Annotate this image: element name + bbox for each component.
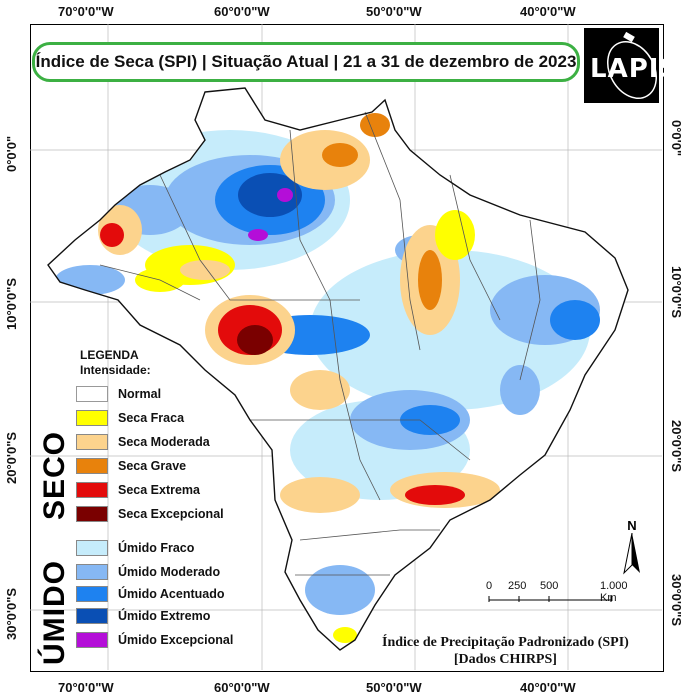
legend-label: Úmido Acentuado <box>118 587 225 601</box>
legend-label: Úmido Extremo <box>118 609 211 623</box>
lon-label-60w-bottom: 60°0'0"W <box>214 680 270 695</box>
lat-label-10s-right: 10°0'0"S <box>669 266 684 319</box>
lapis-logo: LAPIS <box>584 28 678 103</box>
legend-item-seca-excepcional: Seca Excepcional <box>76 506 224 522</box>
satellite-icon <box>607 31 657 99</box>
north-label: N <box>627 518 637 533</box>
legend-swatch <box>76 586 108 602</box>
scale-label-500: 500 <box>540 580 559 592</box>
legend-swatch <box>76 540 108 556</box>
lat-label-10s: 10°0'0"S <box>4 277 19 330</box>
legend-label: Seca Moderada <box>118 435 210 449</box>
legend-label-normal: Normal <box>118 387 162 401</box>
state-borders <box>99 111 541 576</box>
scale-bar: 0 250 500 1.000 Km <box>486 580 632 607</box>
legend-swatch <box>76 434 108 450</box>
lat-label-20s: 20°0'0"S <box>4 431 19 484</box>
lon-label-50w: 50°0'0"W <box>366 4 422 19</box>
legend-swatch <box>76 410 108 426</box>
legend-swatch <box>76 506 108 522</box>
legend-swatch <box>76 458 108 474</box>
scale-label-1000: 1.000 Km <box>600 580 628 604</box>
legend-label: Seca Grave <box>118 459 187 473</box>
brazil-outline <box>47 87 629 651</box>
lat-label-0-right: 0°0'0" <box>669 120 684 157</box>
north-arrow: N <box>622 518 642 580</box>
legend-label: Úmido Fraco <box>118 541 195 555</box>
lat-label-20s-right: 20°0'0"S <box>669 420 684 473</box>
credit-line-1: Índice de Precipitação Padronizado (SPI) <box>382 635 629 650</box>
map-title: Índice de Seca (SPI) | Situação Atual | … <box>32 42 580 82</box>
legend-title: LEGENDA Intensidade: <box>80 348 151 378</box>
legend-subtitle: Intensidade: <box>80 363 151 377</box>
credit-line-2: [Dados CHIRPS] <box>453 652 557 667</box>
legend-item-normal: Normal <box>76 386 161 402</box>
lon-label-60w: 60°0'0"W <box>214 4 270 19</box>
scale-bar-line <box>488 596 612 602</box>
legend-item-seca-fraca: Seca Fraca <box>76 410 184 426</box>
scale-label-250: 250 <box>508 580 527 592</box>
brazil-spi-map <box>30 24 662 670</box>
lon-label-50w-bottom: 50°0'0"W <box>366 680 422 695</box>
legend-label: Úmido Excepcional <box>118 633 234 647</box>
legend-label: Úmido Moderado <box>118 565 221 579</box>
data-credit: Índice de Precipitação Padronizado (SPI)… <box>382 634 629 668</box>
north-arrow-icon <box>623 532 640 575</box>
scale-label-0: 0 <box>486 580 493 592</box>
legend-swatch <box>76 482 108 498</box>
legend-swatch <box>76 632 108 648</box>
seco-label: SECO <box>38 430 71 520</box>
lon-label-70w: 70°0'0"W <box>58 4 114 19</box>
legend-label: Seca Extrema <box>118 483 201 497</box>
legend-item-umido-extremo: Úmido Extremo <box>76 608 210 624</box>
legend-swatch-normal <box>76 386 108 402</box>
legend-item-umido-moderado: Úmido Moderado <box>76 564 220 580</box>
legend-item-seca-moderada: Seca Moderada <box>76 434 210 450</box>
legend-item-seca-grave: Seca Grave <box>76 458 186 474</box>
lat-label-30s: 30°0'0"S <box>4 587 19 640</box>
lon-label-40w: 40°0'0"W <box>520 4 576 19</box>
lon-label-70w-bottom: 70°0'0"W <box>58 680 114 695</box>
legend-item-umido-acentuado: Úmido Acentuado <box>76 586 224 602</box>
legend-item-umido-fraco: Úmido Fraco <box>76 540 194 556</box>
lon-label-40w-bottom: 40°0'0"W <box>520 680 576 695</box>
umido-label: ÚMIDO <box>38 560 71 665</box>
legend-swatch <box>76 564 108 580</box>
legend-swatch <box>76 608 108 624</box>
legend-item-seca-extrema: Seca Extrema <box>76 482 200 498</box>
legend-label: Seca Excepcional <box>118 507 224 521</box>
logo-text: LAPIS <box>590 54 680 84</box>
legend-label: Seca Fraca <box>118 411 185 425</box>
legend-item-umido-excepcional: Úmido Excepcional <box>76 632 233 648</box>
lat-label-0: 0°0'0" <box>4 135 19 172</box>
legend-heading: LEGENDA <box>80 348 139 362</box>
lat-label-30s-right: 30°0'0"S <box>669 574 684 627</box>
